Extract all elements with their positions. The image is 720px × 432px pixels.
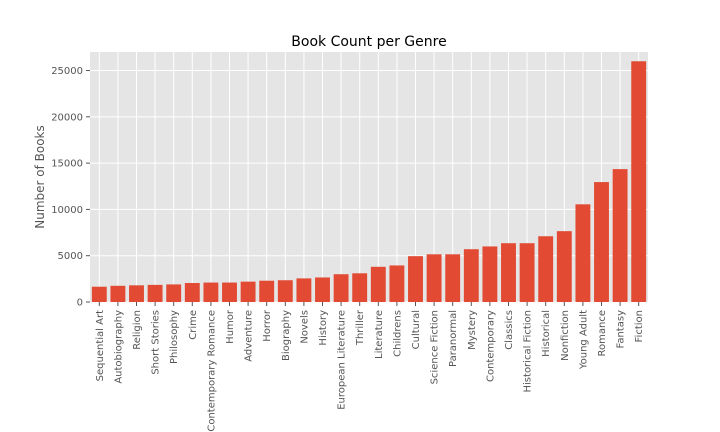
plot-background — [90, 52, 648, 302]
bar-childrens — [389, 265, 405, 302]
bar-cultural — [408, 256, 423, 302]
bar-nonfiction — [556, 231, 572, 302]
bar-european-literature — [333, 274, 349, 302]
bar-novels — [296, 278, 312, 302]
x-tick-label: Thriller — [355, 309, 366, 346]
x-tick-label: Paranormal — [448, 310, 459, 367]
x-tick-label: Romance — [597, 310, 608, 356]
bar-romance — [594, 182, 609, 302]
bar-fantasy — [612, 169, 628, 302]
bar-mystery — [463, 249, 479, 302]
x-tick-label: Science Fiction — [430, 310, 441, 384]
x-tick-label: Novels — [299, 310, 310, 344]
x-tick-label: European Literature — [337, 310, 348, 410]
x-tick-label: Historical Fiction — [523, 310, 534, 392]
y-tick-label: 20000 — [51, 112, 83, 123]
bar-contemporary — [482, 246, 498, 302]
y-tick-label: 0 — [77, 298, 83, 309]
x-tick-label: Childrens — [392, 310, 403, 357]
bar-historical-fiction — [519, 243, 535, 302]
x-tick-label: Cultural — [411, 310, 422, 349]
bar-fiction — [631, 61, 647, 302]
bar-biography — [277, 280, 293, 302]
x-tick-label: Adventure — [244, 310, 255, 362]
bar-short-stories — [147, 284, 163, 302]
bar-thriller — [352, 273, 368, 302]
chart-title: Book Count per Genre — [291, 34, 446, 50]
x-tick-label: Religion — [132, 310, 143, 350]
x-tick-label: Humor — [225, 309, 236, 344]
x-tick-label: Contemporary — [485, 310, 496, 382]
x-tick-label: Fantasy — [616, 310, 627, 349]
x-tick-label: Literature — [374, 310, 385, 359]
bar-young-adult — [575, 204, 591, 302]
x-tick-label: Classics — [504, 310, 515, 350]
bar-paranormal — [445, 254, 461, 302]
bar-contemporary-romance — [203, 282, 219, 302]
bar-adventure — [240, 281, 256, 302]
bar-autobiography — [110, 285, 126, 302]
y-tick-label: 15000 — [51, 159, 83, 170]
x-tick-label: History — [318, 310, 329, 346]
bar-horror — [259, 280, 275, 302]
bar-religion — [129, 285, 144, 302]
y-axis-label: Number of Books — [33, 125, 47, 229]
x-tick-label: Autobiography — [113, 310, 124, 384]
x-tick-label: Nonfiction — [560, 310, 571, 361]
x-tick-label: Fiction — [634, 310, 645, 342]
x-tick-label: Philosophy — [169, 310, 180, 364]
bar-historical — [538, 236, 554, 302]
x-tick-label: Young Adult — [578, 310, 589, 370]
y-tick-label: 25000 — [51, 66, 83, 77]
bars — [91, 61, 647, 302]
x-axis-ticks: Sequential Art Autobiography Religion Short… — [95, 302, 645, 432]
bar-sequential-art — [91, 286, 107, 302]
bar-literature — [370, 266, 386, 302]
y-axis-ticks: 0 5000 10000 15000 20000 25000 — [51, 66, 90, 309]
y-tick-label: 10000 — [51, 205, 83, 216]
x-tick-label: Contemporary Romance — [206, 310, 217, 432]
bar-philosophy — [166, 284, 182, 302]
x-tick-label: Short Stories — [151, 310, 162, 375]
x-tick-label: Mystery — [467, 310, 478, 350]
bar-science-fiction — [426, 254, 442, 302]
bar-humor — [222, 282, 237, 302]
y-tick-label: 5000 — [58, 251, 83, 262]
x-tick-label: Biography — [281, 310, 292, 361]
x-tick-label: Sequential Art — [95, 310, 106, 381]
x-tick-label: Horror — [262, 309, 273, 342]
bar-classics — [501, 243, 516, 302]
bar-history — [315, 277, 330, 302]
x-tick-label: Crime — [188, 310, 199, 340]
bar-crime — [184, 283, 200, 302]
x-tick-label: Historical — [541, 310, 552, 357]
